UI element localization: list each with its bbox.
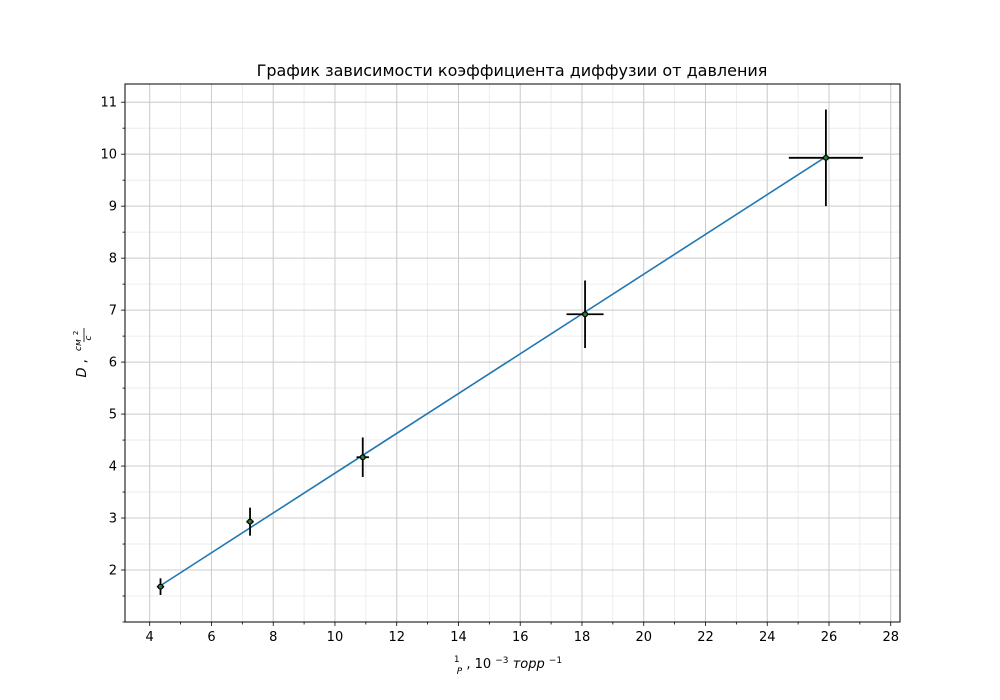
x-label-exponent: −3 <box>495 656 508 666</box>
errorbar-series <box>156 109 863 595</box>
x-tick-label: 12 <box>388 630 405 645</box>
x-tick-label: 26 <box>821 630 838 645</box>
x-tick-label: 18 <box>574 630 591 645</box>
x-label-text: , 10 <box>466 657 491 672</box>
data-point <box>246 507 254 536</box>
y-label-unit-den: с <box>84 335 94 340</box>
y-tick-label: 6 <box>109 356 117 371</box>
x-tick-label: 20 <box>635 630 652 645</box>
y-tick-label: 9 <box>109 200 117 215</box>
data-point <box>788 109 863 207</box>
y-tick-label: 7 <box>109 304 117 319</box>
plot-frame <box>124 83 901 623</box>
svg-text:D , см 2: D , см 2 с <box>67 326 94 377</box>
y-tick-label: 5 <box>109 408 117 423</box>
x-tick-label: 16 <box>512 630 529 645</box>
x-label-fraction-num: 1 <box>454 655 460 665</box>
x-tick-label: 6 <box>207 630 215 645</box>
x-axis: 4 6 8 10 12 14 16 18 20 22 24 26 28 <box>146 622 899 645</box>
y-label-symbol: D <box>75 368 90 378</box>
y-tick-label: 3 <box>109 512 117 527</box>
x-tick-label: 10 <box>327 630 344 645</box>
x-tick-label: 24 <box>759 630 776 645</box>
fit-marker <box>583 312 587 317</box>
major-grid <box>125 84 900 622</box>
y-tick-label: 11 <box>100 96 117 111</box>
y-label-unit-num-exp: 2 <box>72 331 80 335</box>
x-tick-label: 4 <box>146 630 154 645</box>
minor-grid <box>125 84 900 623</box>
fit-line <box>160 156 827 587</box>
fit-marker <box>158 584 163 589</box>
data-point <box>156 578 165 595</box>
x-label-unit: торр <box>513 657 545 672</box>
y-tick-label: 8 <box>109 252 117 267</box>
fit-line-group <box>160 156 827 587</box>
y-axis-label: D , см 2 с <box>67 326 94 378</box>
x-label-fraction-den: P <box>457 667 463 677</box>
x-label-unit-exponent: −1 <box>549 656 562 666</box>
chart-title: График зависимости коэффициента диффузии… <box>257 61 768 80</box>
data-point <box>356 437 369 477</box>
x-tick-label: 14 <box>450 630 467 645</box>
y-tick-label: 4 <box>109 460 117 475</box>
x-tick-label: 8 <box>269 630 277 645</box>
x-tick-label: 22 <box>697 630 714 645</box>
y-label-unit-num: см <box>74 339 84 351</box>
x-tick-label: 28 <box>882 630 899 645</box>
fit-marker <box>248 519 252 524</box>
y-tick-label: 2 <box>109 564 117 579</box>
data-point <box>566 280 604 349</box>
y-tick-label: 10 <box>100 148 117 163</box>
fit-marker <box>360 455 365 460</box>
fit-marker <box>824 156 828 160</box>
x-axis-label: 1 P , 10 −3 торр −1 <box>454 651 562 678</box>
y-axis: 2 3 4 5 6 7 8 9 10 11 <box>100 96 125 623</box>
y-label-separator: , <box>75 355 90 363</box>
